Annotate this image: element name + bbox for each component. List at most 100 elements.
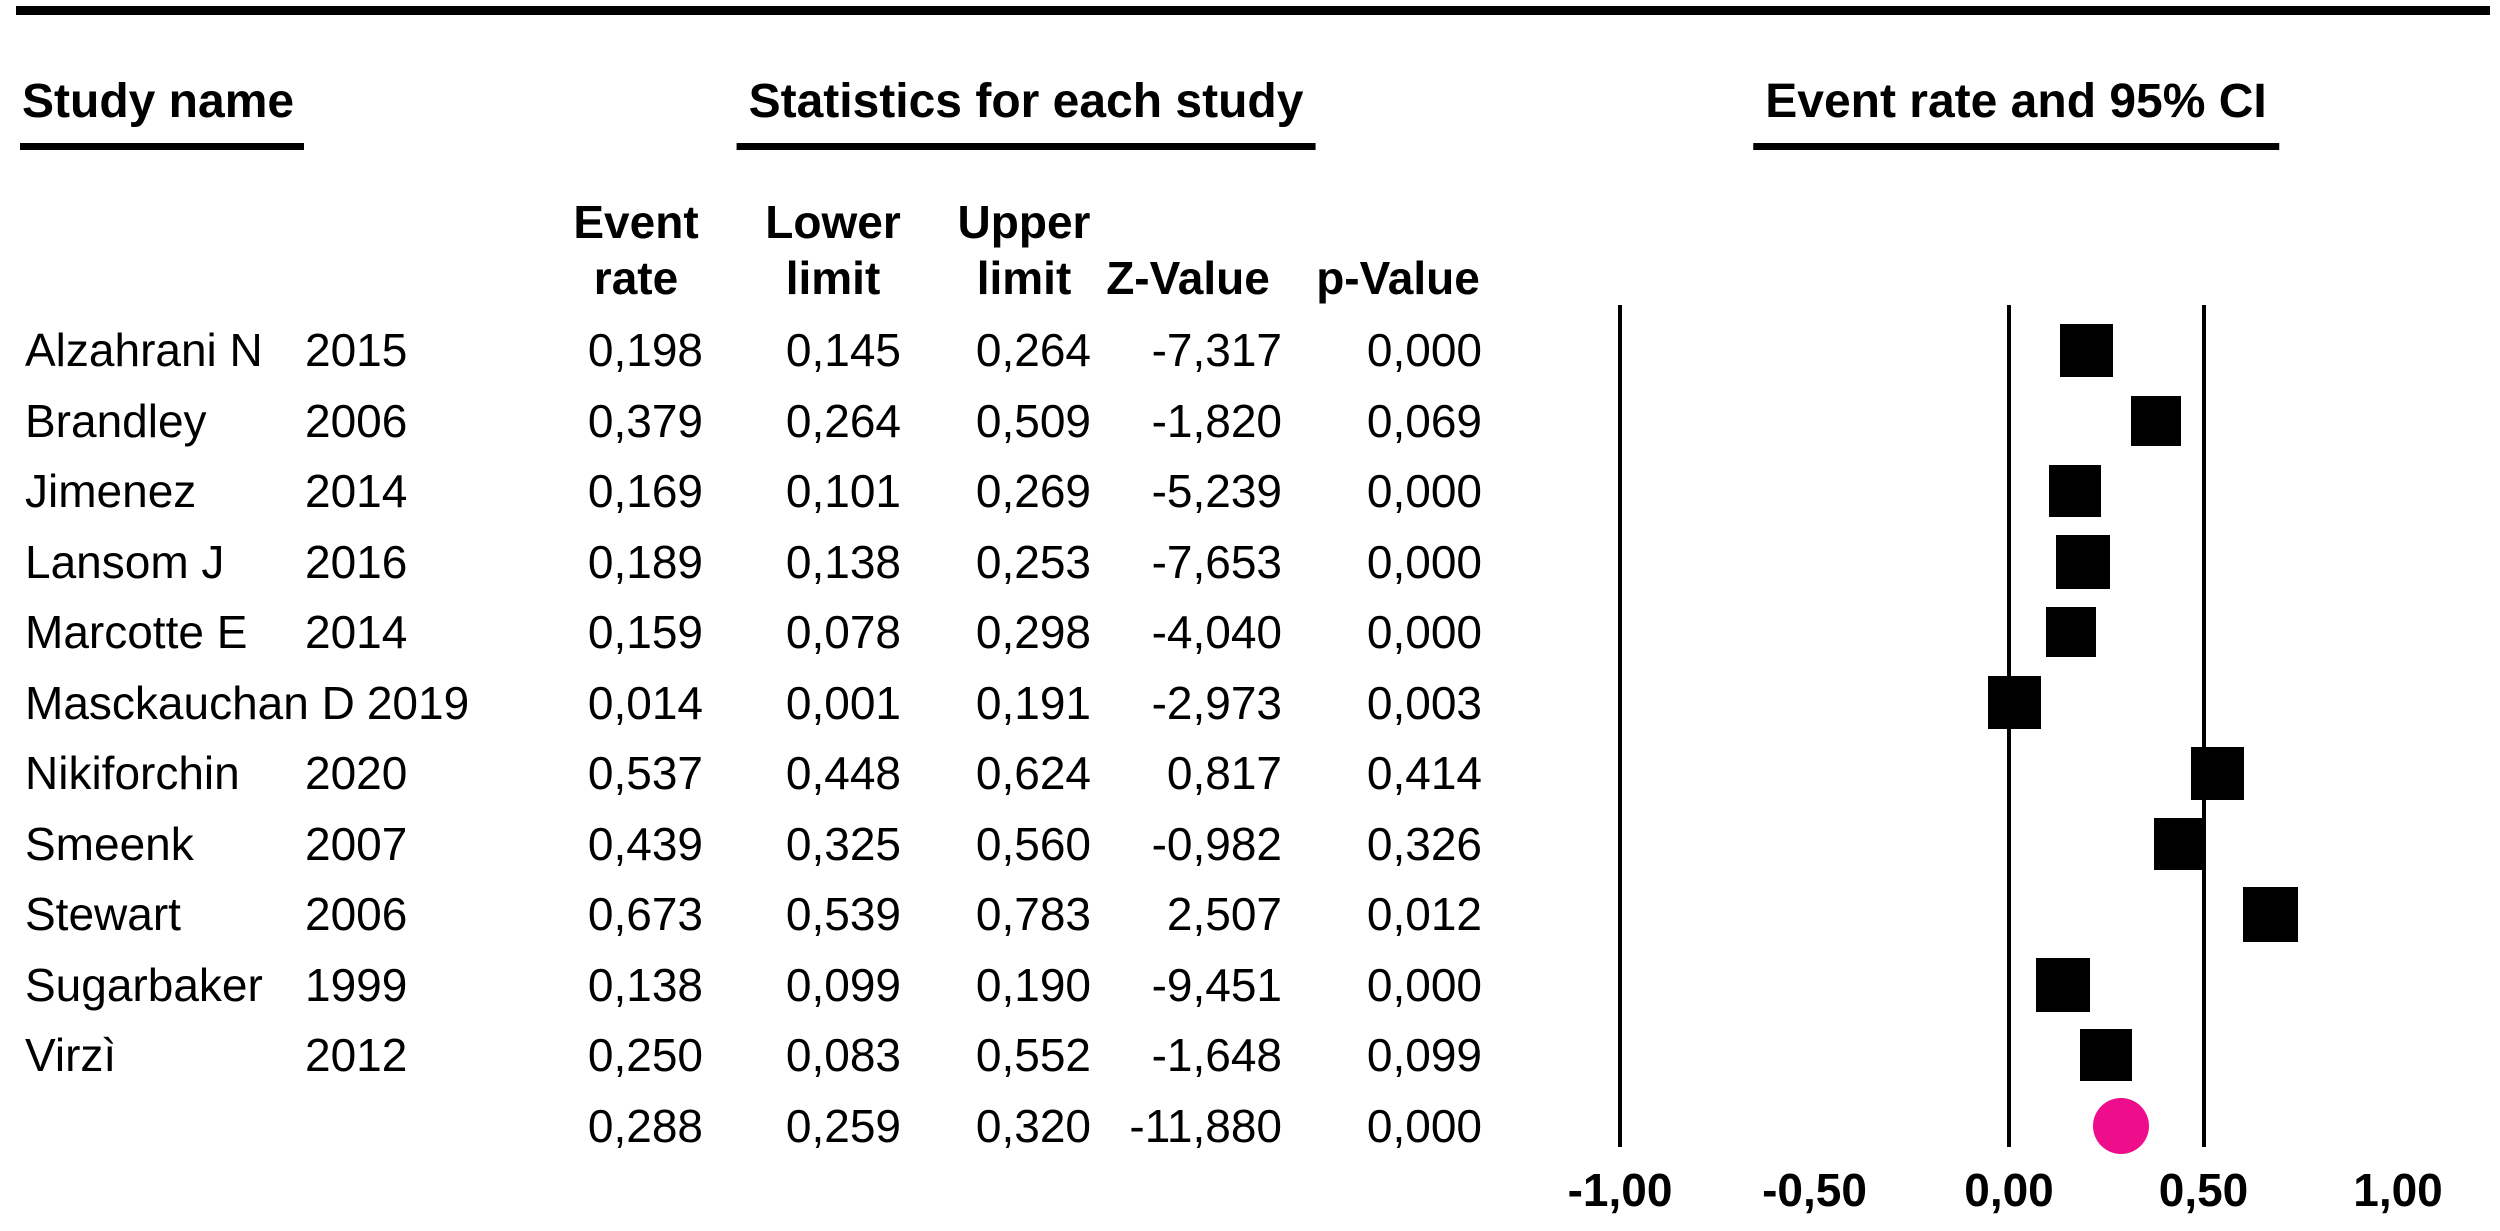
z-value-cell: -7,653 [1151, 535, 1282, 588]
p-value-cell: 0,414 [1366, 747, 1482, 799]
table-row: Smeenk 2007 0,439 0,325 0,560 -0,982 0,326 [0, 809, 1520, 879]
p-value-cell: 0,012 [1366, 888, 1482, 940]
event-rate-cell: 0,138 [587, 958, 703, 1011]
lower-limit-cell: 0,138 [785, 535, 901, 588]
z-value-cell: 0,817 [1166, 747, 1282, 799]
upper-limit-cell: 0,320 [975, 1099, 1091, 1152]
study-year: 2014 [305, 465, 408, 517]
top-rule [16, 6, 2490, 15]
p-value-cell: 0,000 [1366, 606, 1482, 658]
study-estimate-square [2153, 817, 2206, 870]
p-value-cell: 0,069 [1366, 394, 1482, 447]
reference-line-0.5 [2201, 305, 2206, 1147]
study-year: 1999 [305, 958, 408, 1011]
event-rate-cell: 0,014 [587, 676, 703, 729]
upper-limit-cell: 0,560 [975, 817, 1091, 870]
axis-tick-label: -0,50 [1762, 1164, 1867, 1216]
p-value-cell: 0,000 [1366, 535, 1482, 588]
upper-limit-cell: 0,552 [975, 1029, 1091, 1081]
study-estimate-square [2035, 957, 2090, 1012]
column-heading-event-rate-ci: Event rate and 95% CI [1753, 74, 2279, 150]
event-rate-cell: 0,250 [587, 1029, 703, 1081]
lower-limit-cell: 0,078 [785, 606, 901, 658]
study-estimate-square [2045, 607, 2096, 657]
event-rate-cell: 0,159 [587, 606, 703, 658]
event-rate-cell: 0,169 [587, 465, 703, 517]
table-row: Alzahrani N 2015 0,198 0,145 0,264 -7,317 0,00… [0, 315, 1520, 385]
table-row: Nikiforchin 2020 0,537 0,448 0,624 0,817 0,414 [0, 738, 1520, 808]
upper-limit-cell: 0,264 [975, 324, 1091, 376]
upper-limit-cell: 0,624 [975, 747, 1091, 799]
event-rate-cell: 0,198 [587, 324, 703, 376]
lower-limit-cell: 0,145 [785, 324, 901, 376]
axis-tick-label: 0,50 [2158, 1164, 2249, 1216]
subheader-event: Event [573, 196, 699, 248]
study-year: 2006 [305, 394, 408, 447]
upper-limit-cell: 0,191 [975, 676, 1091, 729]
lower-limit-cell: 0,101 [785, 465, 901, 517]
subheader-z-value: Z-Value [1106, 252, 1270, 304]
subheader-lower: Lower [765, 196, 901, 248]
axis-tick-label: -1,00 [1567, 1164, 1673, 1216]
table-row: Brandley 2006 0,379 0,264 0,509 -1,820 0,069 [0, 386, 1520, 456]
column-heading-statistics: Statistics for each study [736, 74, 1316, 150]
lower-limit-cell: 0,001 [785, 676, 901, 729]
study-estimate-square [2048, 465, 2101, 517]
p-value-cell: 0,099 [1366, 1029, 1482, 1081]
subheader-p-value: p-Value [1316, 252, 1480, 304]
study-year: 2007 [305, 817, 408, 870]
study-name: Alzahrani N [25, 324, 263, 376]
lower-limit-cell: 0,099 [785, 958, 901, 1011]
p-value-cell: 0,000 [1366, 1099, 1482, 1152]
lower-limit-cell: 0,259 [785, 1099, 901, 1152]
lower-limit-cell: 0,539 [785, 888, 901, 940]
p-value-cell: 0,003 [1366, 676, 1482, 729]
study-estimate-square [2243, 886, 2299, 942]
upper-limit-cell: 0,783 [975, 888, 1091, 940]
study-name: Masckauchan D [25, 676, 355, 729]
upper-limit-cell: 0,253 [975, 535, 1091, 588]
study-name-cell: Alzahrani N 2015 [25, 315, 407, 385]
z-value-cell: -5,239 [1151, 465, 1282, 517]
z-value-cell: -2,973 [1151, 676, 1282, 729]
subheader-rate: rate [593, 252, 679, 304]
summary-row: 0,288 0,259 0,320 -11,880 0,000 [0, 1091, 1520, 1161]
lower-limit-cell: 0,264 [785, 394, 901, 447]
event-rate-cell: 0,288 [587, 1099, 703, 1152]
study-year: 2012 [305, 1029, 408, 1081]
reference-line-0 [2007, 305, 2011, 1147]
study-estimate-square [2059, 323, 2113, 377]
study-name: Lansom J [25, 535, 225, 588]
study-name-cell: Smeenk 2007 [25, 809, 407, 879]
study-estimate-square [1987, 676, 2041, 729]
lower-limit-cell: 0,325 [785, 817, 901, 870]
upper-limit-cell: 0,509 [975, 394, 1091, 447]
lower-limit-cell: 0,083 [785, 1029, 901, 1081]
study-name-cell: Nikiforchin 2020 [25, 738, 407, 808]
study-estimate-square [2055, 534, 2110, 589]
table-row: Marcotte E 2014 0,159 0,078 0,298 -4,040 0,000 [0, 597, 1520, 667]
study-name: Stewart [25, 888, 181, 940]
study-name-cell: Jimenez 2014 [25, 456, 407, 526]
study-name-cell: Stewart 2006 [25, 879, 407, 949]
p-value-cell: 0,326 [1366, 817, 1482, 870]
upper-limit-cell: 0,190 [975, 958, 1091, 1011]
z-value-cell: -11,880 [1129, 1099, 1282, 1152]
upper-limit-cell: 0,298 [975, 606, 1091, 658]
p-value-cell: 0,000 [1366, 324, 1482, 376]
study-name: Brandley [25, 394, 207, 447]
z-value-cell: -1,648 [1151, 1029, 1282, 1081]
table-row: Masckauchan D 2019 0,014 0,001 0,191 -2,973 0,… [0, 668, 1520, 738]
study-name-cell: Virzì 2012 [25, 1020, 407, 1090]
study-estimate-square [2080, 1029, 2133, 1081]
z-value-cell: 2,507 [1166, 888, 1282, 940]
p-value-cell: 0,000 [1366, 465, 1482, 517]
event-rate-cell: 0,673 [587, 888, 703, 940]
z-value-cell: -7,317 [1151, 324, 1282, 376]
column-heading-study-name: Study name [20, 74, 305, 150]
study-name-cell: Brandley 2006 [25, 386, 407, 456]
upper-limit-cell: 0,269 [975, 465, 1091, 517]
axis-tick-label: 0,00 [1964, 1164, 2054, 1216]
study-name: Marcotte E [25, 606, 248, 658]
